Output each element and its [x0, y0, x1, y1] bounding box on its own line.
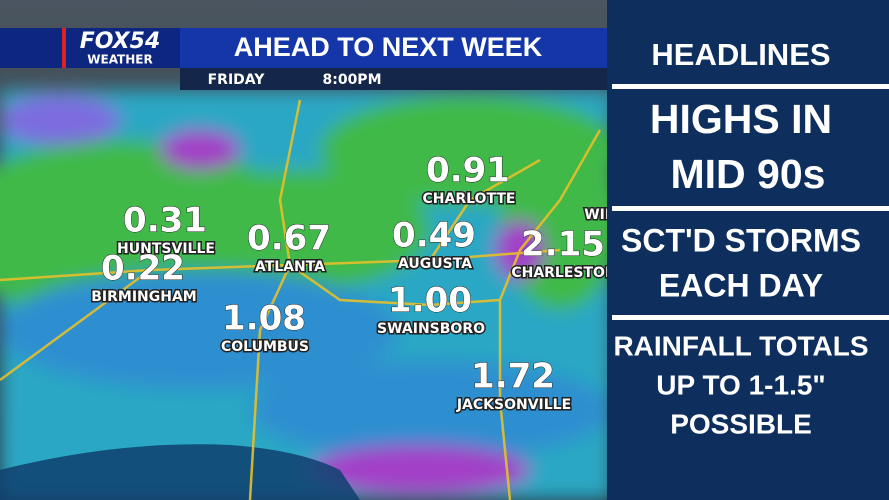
rain-total: 1.00: [388, 281, 472, 321]
city-name: COLUMBUS: [221, 339, 309, 355]
city-name: HUNTSVILLE: [117, 241, 215, 257]
day: FRIDAY: [208, 72, 266, 88]
header: FOX54 WEATHER AHEAD TO NEXT WEEK FRIDAY …: [0, 28, 612, 90]
headline-line: EACH DAY: [659, 267, 823, 303]
headline-line: POSSIBLE: [670, 408, 812, 439]
city-name: CHARLESTON: [511, 265, 616, 281]
rain-total: 1.08: [222, 299, 306, 339]
city-name: BIRMINGHAM: [91, 289, 197, 305]
sidebar-heading: HEADLINES: [651, 37, 830, 72]
city-name: CHARLOTTE: [423, 191, 516, 207]
logo-sub: WEATHER: [87, 53, 152, 67]
rain-total: 0.22: [101, 249, 185, 289]
city-name: ATLANTA: [255, 259, 325, 275]
headline-line: RAINFALL TOTALS: [613, 330, 868, 361]
headline-line: SCT'D STORMS: [621, 222, 861, 258]
rain-total: 0.67: [247, 219, 331, 259]
headline-line: MID 90s: [671, 151, 826, 197]
city-name: JACKSONVILLE: [456, 397, 571, 413]
rain-total: 0.49: [392, 216, 476, 256]
sidebar: HEADLINES HIGHS IN MID 90s SCT'D STORMS …: [607, 0, 889, 500]
time: 8:00PM: [322, 72, 381, 88]
headline-line: UP TO 1-1.5": [656, 369, 825, 400]
rain-total: 0.91: [426, 151, 510, 191]
headline-line: HIGHS IN: [650, 96, 832, 142]
rain-total: 1.72: [471, 357, 555, 397]
rain-total: 2.15: [521, 225, 605, 265]
city-name: AUGUSTA: [398, 256, 472, 272]
rain-total: 0.31: [123, 201, 207, 241]
header-title: AHEAD TO NEXT WEEK: [234, 32, 543, 62]
city-name: SWAINSBORO: [377, 321, 485, 337]
logo: FOX54: [80, 29, 161, 54]
